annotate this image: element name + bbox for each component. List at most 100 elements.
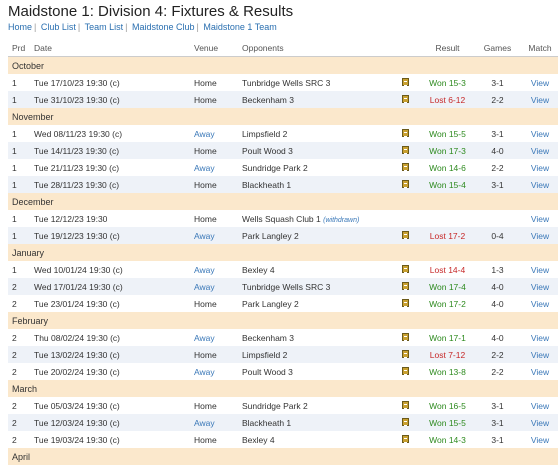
- opponent-cell: Bexley 4: [238, 261, 398, 278]
- opponent-name: Tunbridge Wells SRC 3: [242, 281, 331, 292]
- prd-cell: 2: [12, 332, 17, 343]
- month-label: April: [8, 448, 558, 465]
- table-row: 2 Tue 20/02/24 19:30 (c) Away Poult Wood 3 W…: [8, 363, 558, 380]
- result-cell: Won 17-2: [429, 298, 466, 309]
- view-match-link[interactable]: View: [530, 298, 550, 309]
- view-match-link[interactable]: View: [518, 346, 558, 363]
- opponent-cell: Beckenham 3: [238, 329, 398, 346]
- scoresheet-icon[interactable]: [402, 77, 409, 86]
- table-row: 1 Wed 10/01/24 19:30 (c) Away Bexley 4 Lost …: [8, 261, 558, 278]
- scoresheet-icon[interactable]: [402, 145, 409, 154]
- date-cell: Tue 14/11/23 19:30 (c): [30, 142, 190, 159]
- games-cell: 4-0: [473, 278, 518, 295]
- view-match-link[interactable]: View: [530, 434, 550, 445]
- result-cell: Won 16-5: [429, 400, 466, 411]
- scoresheet-cell: [398, 142, 418, 159]
- date-cell: Tue 19/03/24 19:30 (c): [34, 434, 120, 445]
- venue-cell: Home: [194, 434, 217, 445]
- scoresheet-cell: [398, 261, 418, 278]
- venue-cell: Away: [190, 227, 238, 244]
- venue-cell: Home: [190, 176, 238, 193]
- view-match-link[interactable]: View: [530, 264, 550, 275]
- month-header: October: [8, 56, 558, 74]
- venue-cell: Away: [194, 128, 215, 139]
- scoresheet-icon[interactable]: [402, 298, 409, 307]
- scoresheet-icon[interactable]: [402, 281, 409, 290]
- date-cell: Tue 17/10/23 19:30 (c): [34, 77, 120, 88]
- venue-cell: Away: [194, 264, 215, 275]
- date-cell: Wed 17/01/24 19:30 (c): [30, 278, 190, 295]
- opponent-cell: Bexley 4: [238, 431, 398, 448]
- scoresheet-icon[interactable]: [402, 349, 409, 358]
- scoresheet-icon[interactable]: [402, 400, 409, 409]
- table-row: 1 Tue 14/11/23 19:30 (c) Home Poult Wood 3 W…: [8, 142, 558, 159]
- prd-cell: 2: [8, 414, 30, 431]
- opponent-name: Sundridge Park 2: [242, 162, 308, 173]
- month-label: March: [8, 380, 558, 397]
- venue-cell: Away: [194, 162, 215, 173]
- scoresheet-icon[interactable]: [402, 332, 409, 341]
- result-cell: Won 15-5: [429, 128, 466, 139]
- result-cell: Won 15-5: [418, 414, 473, 431]
- breadcrumb-maidstone-club[interactable]: Maidstone Club: [131, 22, 195, 32]
- date-cell: Tue 23/01/24 19:30 (c): [34, 298, 120, 309]
- scoresheet-icon[interactable]: [402, 264, 409, 273]
- opponent-name: Park Langley 2: [242, 298, 299, 309]
- date-cell: Tue 28/11/23 19:30 (c): [30, 176, 190, 193]
- table-row: 1 Tue 17/10/23 19:30 (c) Home Tunbridge Wel…: [8, 74, 558, 91]
- table-row: 1 Tue 21/11/23 19:30 (c) Away Sundridge Par…: [8, 159, 558, 176]
- opponent-name: Limpsfield 2: [242, 128, 288, 139]
- scoresheet-icon[interactable]: [402, 128, 409, 137]
- prd-cell: 2: [12, 400, 17, 411]
- scoresheet-icon[interactable]: [402, 162, 409, 171]
- view-match-link[interactable]: View: [518, 278, 558, 295]
- venue-cell: Home: [194, 400, 217, 411]
- table-row: 1 Tue 31/10/23 19:30 (c) Home Beckenham 3 Lo…: [8, 91, 558, 108]
- col-header-sheet: [398, 39, 418, 57]
- month-label: October: [8, 56, 558, 74]
- view-match-link[interactable]: View: [530, 366, 550, 377]
- table-row: 1 Tue 19/12/23 19:30 (c) Away Park Langley …: [8, 227, 558, 244]
- col-header-prd: Prd: [8, 39, 30, 57]
- games-cell: [473, 210, 518, 227]
- opponent-name: Poult Wood 3: [242, 366, 293, 377]
- scoresheet-icon[interactable]: [402, 434, 409, 443]
- scoresheet-icon[interactable]: [402, 179, 409, 188]
- breadcrumb-team-list[interactable]: Team List: [84, 22, 124, 32]
- games-cell: 1-3: [491, 264, 504, 275]
- result-cell: Won 14-6: [429, 162, 466, 173]
- games-cell: 3-1: [473, 414, 518, 431]
- scoresheet-icon[interactable]: [402, 94, 409, 103]
- view-match-link[interactable]: View: [518, 142, 558, 159]
- scoresheet-icon[interactable]: [402, 417, 409, 426]
- table-row: 2 Wed 17/01/24 19:30 (c) Away Tunbridge Wel…: [8, 278, 558, 295]
- breadcrumb-club-list[interactable]: Club List: [40, 22, 76, 32]
- view-match-link[interactable]: View: [530, 128, 550, 139]
- opponent-cell: Tunbridge Wells SRC 3: [238, 74, 398, 91]
- result-cell: Won 15-4: [418, 176, 473, 193]
- view-match-link[interactable]: View: [530, 213, 550, 224]
- view-match-link[interactable]: View: [530, 332, 550, 343]
- table-row: 2 Tue 05/03/24 19:30 (c) Home Sundridge Par…: [8, 397, 558, 414]
- view-match-link[interactable]: View: [530, 400, 550, 411]
- view-match-link[interactable]: View: [530, 77, 550, 88]
- breadcrumb-home[interactable]: Home: [8, 22, 33, 32]
- view-match-link[interactable]: View: [530, 162, 550, 173]
- venue-cell: Home: [190, 346, 238, 363]
- table-row: 2 Tue 23/01/24 19:30 (c) Home Park Langley …: [8, 295, 558, 312]
- result-cell: Won 14-3: [429, 434, 466, 445]
- scoresheet-icon[interactable]: [402, 366, 409, 375]
- view-match-link[interactable]: View: [518, 414, 558, 431]
- opponent-name: Tunbridge Wells SRC 3: [242, 77, 331, 88]
- view-match-link[interactable]: View: [518, 91, 558, 108]
- opponent-name: Sundridge Park 2: [242, 400, 308, 411]
- scoresheet-icon[interactable]: [402, 230, 409, 239]
- games-cell: 3-1: [491, 77, 504, 88]
- view-match-link[interactable]: View: [518, 176, 558, 193]
- opponent-cell: Limpsfield 2: [238, 125, 398, 142]
- venue-cell: Away: [190, 278, 238, 295]
- opponent-name: Bexley 4: [242, 264, 275, 275]
- venue-cell: Home: [190, 91, 238, 108]
- view-match-link[interactable]: View: [518, 227, 558, 244]
- breadcrumb-maidstone-1-team[interactable]: Maidstone 1 Team: [203, 22, 277, 32]
